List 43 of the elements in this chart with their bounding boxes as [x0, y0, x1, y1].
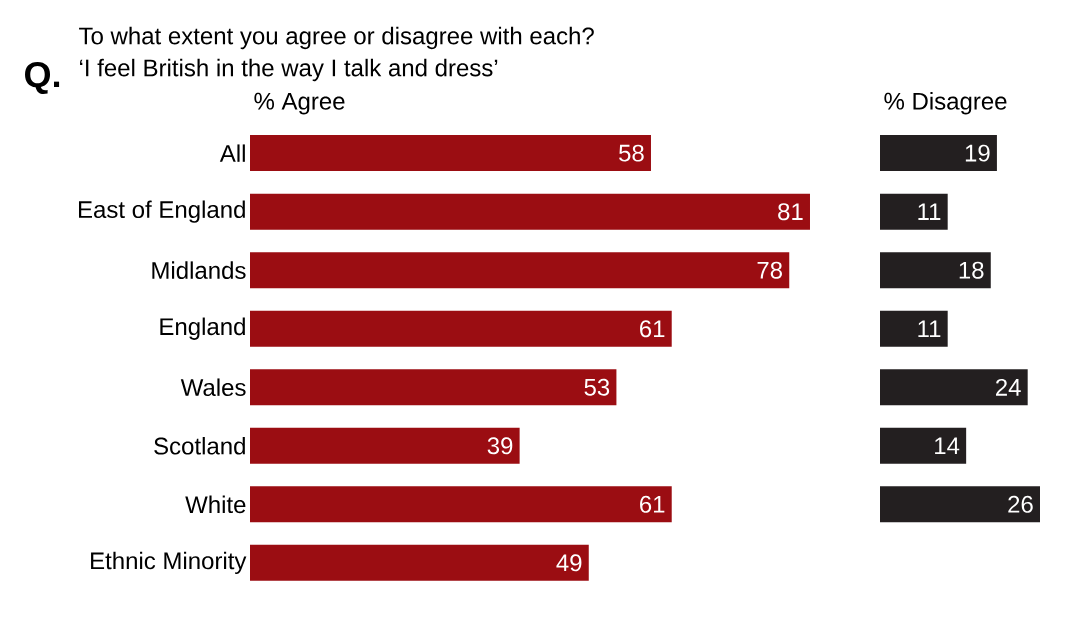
bar	[880, 486, 1040, 523]
y-tick-label: White	[185, 495, 246, 514]
data-label: 11	[918, 320, 941, 337]
bar	[250, 544, 589, 581]
series-label: % Disagree	[884, 92, 1007, 115]
data-label: 26	[1008, 495, 1033, 513]
bar	[880, 427, 967, 464]
bar	[880, 135, 997, 172]
bar	[250, 193, 810, 230]
chart-subtitle: ‘I feel British in the way I talk and dress’	[80, 58, 498, 82]
data-label: 61	[640, 495, 665, 513]
data-label: 18	[959, 261, 984, 279]
y-tick-label: England	[160, 317, 245, 340]
series-label: % Agree	[254, 92, 345, 115]
data-label: 49	[556, 554, 582, 572]
data-label: 39	[487, 437, 513, 455]
bar	[250, 486, 672, 523]
y-tick-label: All	[219, 144, 245, 162]
data-label: 58	[619, 144, 644, 162]
data-label: 53	[584, 378, 610, 396]
data-label: 11	[918, 203, 941, 220]
data-label: 61	[640, 320, 665, 338]
bar	[250, 252, 790, 289]
bar	[250, 310, 672, 347]
data-label: 78	[757, 261, 782, 279]
bar	[880, 252, 991, 289]
data-label: 19	[965, 144, 990, 162]
bar	[880, 310, 948, 347]
bar	[880, 193, 948, 230]
y-tick-label: Scotland	[154, 436, 245, 455]
data-label: 81	[778, 203, 803, 221]
y-tick-label: Midlands	[152, 261, 246, 279]
y-tick-label: Ethnic Minority	[91, 551, 247, 575]
y-tick-label: East of England	[79, 200, 245, 223]
bar	[250, 135, 651, 172]
text: Q.	[25, 61, 60, 95]
bar	[880, 369, 1028, 406]
bar	[250, 369, 617, 406]
data-label: 14	[935, 437, 960, 455]
chart-title: To what extent you agree or disagree with each?	[79, 26, 594, 50]
bar	[250, 427, 520, 464]
data-label: 24	[996, 378, 1021, 396]
y-tick-label: Wales	[180, 378, 246, 397]
